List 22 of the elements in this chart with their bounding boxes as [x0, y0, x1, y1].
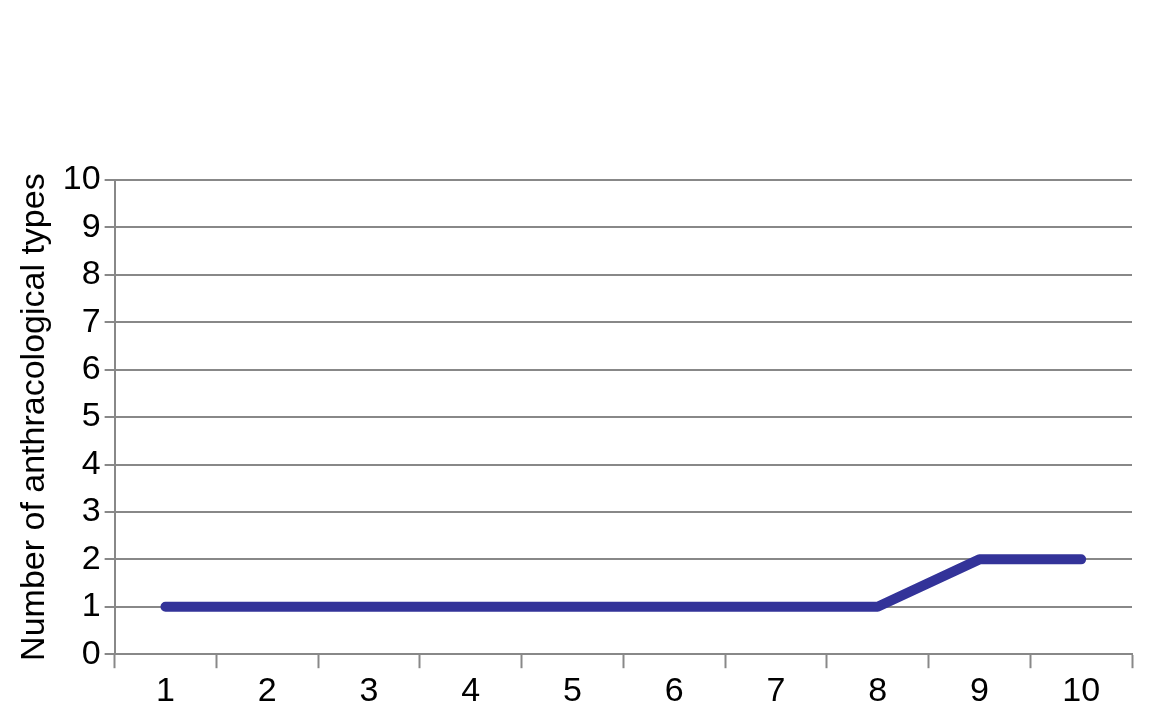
- y-tick-label: 2: [81, 537, 101, 576]
- x-tick-label: 7: [766, 669, 786, 708]
- y-tick-label: 6: [81, 348, 101, 387]
- x-tick-label: 8: [868, 669, 888, 708]
- y-tick-label: 9: [81, 205, 101, 244]
- x-tick-label: 5: [562, 669, 582, 708]
- y-tick-label: 3: [81, 490, 101, 529]
- x-tick-label: 4: [461, 669, 481, 708]
- y-tick-label: 5: [81, 395, 101, 434]
- x-tick-label: 6: [664, 669, 684, 708]
- x-tick-label: 1: [156, 669, 175, 708]
- x-tick-label: 9: [969, 669, 989, 708]
- x-tick-label: 2: [257, 669, 277, 708]
- y-tick-label: 0: [81, 632, 101, 671]
- y-axis-title: Number of anthracological types: [12, 173, 51, 661]
- x-tick-label: 3: [359, 669, 379, 708]
- y-tick-label: 4: [81, 442, 101, 481]
- x-tick-label: 10: [1062, 669, 1101, 708]
- y-tick-label: 8: [81, 253, 101, 292]
- y-tick-label: 7: [81, 300, 101, 339]
- y-tick-label: 10: [62, 158, 101, 197]
- y-tick-label: 1: [81, 585, 101, 624]
